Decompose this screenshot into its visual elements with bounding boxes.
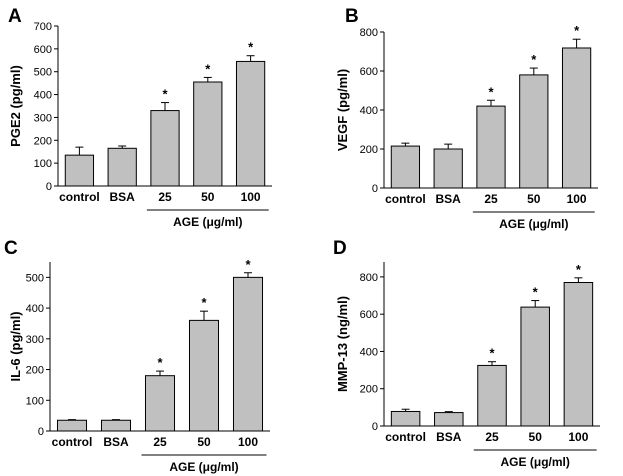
bar-BSA — [107, 147, 137, 187]
y-tick-label: 200 — [34, 135, 52, 147]
x-group-label: AGE (μg/ml) — [501, 455, 570, 469]
significance-star: * — [201, 295, 207, 310]
bar-50 — [520, 306, 550, 427]
panel-a: A 0 100 200 300 400 500 600 700 PGE2 (pg/ml) contr… — [8, 6, 272, 229]
y-tick-label: 200 — [26, 365, 44, 377]
y-tick-label: 700 — [34, 21, 52, 33]
bar-100 — [561, 47, 592, 189]
y-tick-label: 400 — [34, 90, 52, 102]
bar-BSA — [100, 419, 132, 432]
x-tick-label: control — [385, 430, 426, 444]
bar-100 — [232, 276, 264, 432]
x-tick-label: BSA — [103, 435, 129, 449]
x-tick-label: control — [59, 190, 100, 204]
x-tick-label: 100 — [568, 430, 588, 444]
y-tick-label: 400 — [360, 105, 378, 117]
bar-control — [56, 419, 88, 432]
panel-letter: A — [8, 6, 22, 27]
panel-b: B 0 200 400 600 800 VEGF (pg/ml) control BSA * 25 *… — [335, 6, 598, 231]
bar-BSA — [434, 412, 464, 427]
x-group-label: AGE (μg/ml) — [173, 215, 242, 229]
y-tick-label: 600 — [360, 66, 378, 78]
x-tick-label: control — [52, 435, 93, 449]
bar-25 — [150, 110, 180, 187]
x-tick-label: 100 — [241, 190, 261, 204]
x-tick-label: 50 — [527, 192, 541, 206]
y-tick-label: 200 — [360, 144, 378, 156]
significance-star: * — [205, 61, 211, 76]
significance-star: * — [162, 87, 168, 102]
y-tick-label: 0 — [38, 426, 44, 438]
significance-star: * — [576, 262, 582, 277]
bar-control — [64, 154, 95, 187]
bar-BSA — [433, 148, 463, 189]
y-tick-label: 0 — [372, 421, 378, 433]
bar-100 — [563, 282, 594, 427]
y-tick-label: 600 — [34, 44, 52, 56]
bar-50 — [188, 319, 220, 432]
significance-star: * — [533, 285, 539, 300]
y-tick-label: 400 — [26, 303, 44, 315]
x-tick-label: 50 — [197, 435, 211, 449]
bar-control — [390, 145, 421, 189]
y-tick-label: 500 — [26, 272, 44, 284]
x-tick-label: 25 — [153, 435, 167, 449]
bar-25 — [144, 375, 176, 432]
bar-50 — [193, 81, 223, 187]
y-axis-title: VEGF (pg/ml) — [335, 69, 350, 151]
y-tick-label: 300 — [26, 334, 44, 346]
y-tick-label: 100 — [26, 395, 44, 407]
x-group-label: AGE (μg/ml) — [169, 460, 238, 474]
panel-letter: B — [345, 6, 359, 27]
x-tick-label: 100 — [567, 192, 587, 206]
significance-star: * — [248, 40, 254, 55]
y-axis-title: MMP-13 (ng/ml) — [335, 296, 350, 392]
x-tick-label: BSA — [436, 192, 462, 206]
x-tick-label: 50 — [529, 430, 543, 444]
y-tick-label: 500 — [34, 67, 52, 79]
bar-25 — [477, 364, 507, 427]
x-tick-label: 50 — [201, 190, 215, 204]
y-tick-label: 100 — [34, 158, 52, 170]
panel-letter: C — [4, 238, 18, 259]
panel-letter: D — [333, 238, 347, 259]
x-tick-label: BSA — [110, 190, 136, 204]
x-tick-label: 100 — [238, 435, 258, 449]
bar-control — [390, 410, 421, 427]
significance-star: * — [489, 346, 495, 361]
y-tick-label: 0 — [372, 183, 378, 195]
y-tick-label: 0 — [46, 181, 52, 193]
panel-d: D 0 200 400 600 800 MMP-13 (ng/ml) control BSA * 2… — [333, 238, 600, 469]
significance-star: * — [488, 84, 494, 99]
x-tick-label: BSA — [436, 430, 462, 444]
bar-50 — [519, 74, 549, 189]
y-tick-label: 400 — [360, 346, 378, 358]
significance-star: * — [574, 23, 580, 38]
y-tick-label: 600 — [360, 309, 378, 321]
bar-25 — [476, 105, 506, 189]
y-tick-label: 800 — [360, 27, 378, 39]
y-tick-label: 200 — [360, 384, 378, 396]
x-tick-label: 25 — [485, 430, 499, 444]
y-tick-label: 300 — [34, 112, 52, 124]
x-tick-label: 25 — [158, 190, 172, 204]
significance-star: * — [531, 52, 537, 67]
bar-100 — [235, 60, 266, 187]
x-tick-label: control — [385, 192, 426, 206]
panel-c: C 0 100 200 300 400 500 IL-6 (pg/ml) control BSA *… — [4, 238, 270, 474]
y-axis-title: PGE2 (pg/ml) — [8, 65, 23, 147]
x-tick-label: 25 — [484, 192, 498, 206]
significance-star: * — [157, 355, 163, 370]
y-tick-label: 800 — [360, 272, 378, 284]
y-axis-title: IL-6 (pg/ml) — [8, 311, 23, 381]
significance-star: * — [245, 257, 251, 272]
x-group-label: AGE (μg/ml) — [499, 217, 568, 231]
